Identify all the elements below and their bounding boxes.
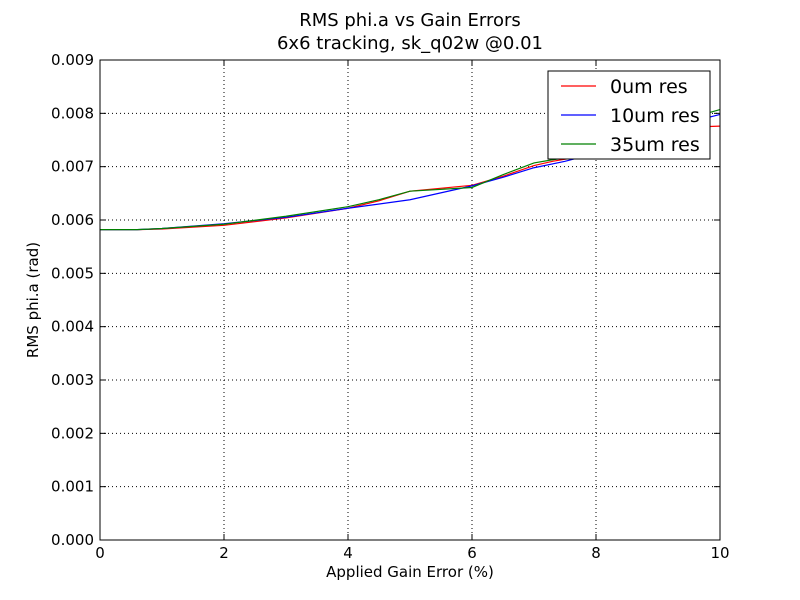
legend-label-35um-res: 35um res: [610, 134, 700, 156]
x-axis-label: Applied Gain Error (%): [326, 563, 494, 581]
y-tick-label: 0.009: [51, 51, 94, 69]
y-tick-label: 0.005: [51, 264, 94, 282]
x-tick-label: 2: [219, 544, 229, 562]
x-tick-label: 8: [591, 544, 601, 562]
x-tick-label: 6: [467, 544, 477, 562]
y-tick-label: 0.001: [51, 478, 94, 496]
y-axis-label: RMS phi.a (rad): [24, 242, 42, 358]
y-tick-label: 0.006: [51, 211, 94, 229]
x-tick-label: 10: [710, 544, 729, 562]
y-tick-label: 0.000: [51, 531, 94, 549]
y-tick-label: 0.002: [51, 424, 94, 442]
chart-subtitle: 6x6 tracking, sk_q02w @0.01: [277, 33, 543, 54]
x-tick-label: 0: [95, 544, 105, 562]
plot-frame: [99, 59, 721, 541]
legend: 0um res 10um res 35um res: [547, 70, 711, 160]
legend-label-0um-res: 0um res: [610, 76, 688, 98]
y-tick-label: 0.008: [51, 104, 94, 122]
ticks: 0 2 4 6 8 10 0.000 0.001 0.002 0.003 0.004 0.005 0.0…: [51, 51, 730, 562]
y-tick-label: 0.007: [51, 158, 94, 176]
y-tick-label: 0.003: [51, 371, 94, 389]
chart-title: RMS phi.a vs Gain Errors: [299, 10, 521, 31]
y-tick-label: 0.004: [51, 318, 94, 336]
legend-label-10um-res: 10um res: [610, 105, 700, 127]
x-tick-label: 4: [343, 544, 353, 562]
